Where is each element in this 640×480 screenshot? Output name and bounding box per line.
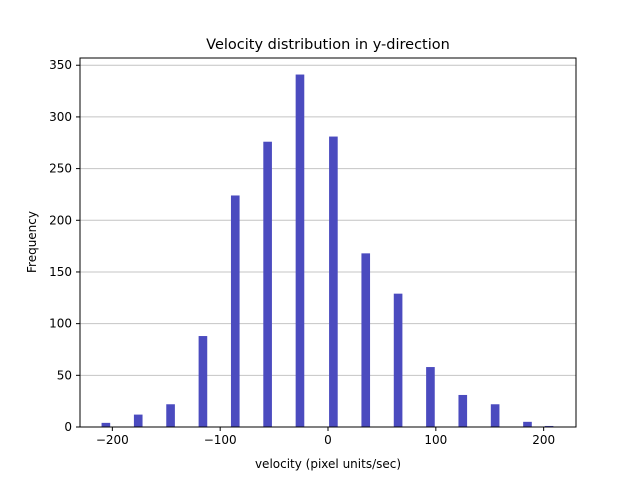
bar-13 (523, 421, 532, 427)
x-axis: −200 −100 0 100 200 (96, 427, 555, 447)
bar-14 (544, 425, 554, 427)
bar-12 (490, 404, 500, 427)
bar-1 (133, 414, 143, 427)
y-tick-label-2: 100 (49, 317, 72, 331)
bar-11 (458, 394, 468, 427)
grid-lines (80, 64, 576, 376)
y-tick-label-1: 50 (57, 368, 72, 382)
x-tick-label-2: 0 (324, 433, 332, 447)
bar-2 (166, 404, 175, 427)
y-tick-label-5: 250 (49, 162, 72, 176)
chart-title: Velocity distribution in y-direction (206, 37, 450, 53)
bar-6 (295, 74, 305, 428)
bars (101, 74, 554, 428)
bar-10 (426, 367, 435, 427)
y-axis: 0 50 100 150 200 250 300 350 (49, 58, 80, 434)
bar-4 (230, 195, 240, 427)
bar-8 (361, 253, 371, 427)
x-tick-label-0: −200 (96, 433, 129, 447)
x-tick-label-1: −100 (204, 433, 237, 447)
x-axis-label: velocity (pixel units/sec) (255, 457, 401, 471)
y-tick-label-3: 150 (49, 265, 72, 279)
x-tick-label-4: 200 (532, 433, 555, 447)
bar-3 (198, 336, 208, 427)
y-tick-label-7: 350 (49, 58, 72, 72)
y-tick-label-0: 0 (64, 420, 72, 434)
bar-0 (101, 422, 111, 427)
bar-5 (263, 141, 272, 427)
plot-frame (79, 57, 577, 428)
y-tick-label-6: 300 (49, 110, 72, 124)
bar-7 (329, 136, 338, 427)
y-tick-label-4: 200 (49, 213, 72, 227)
y-axis-label: Frequency (25, 211, 39, 273)
x-tick-label-3: 100 (424, 433, 447, 447)
bar-9 (393, 293, 403, 427)
